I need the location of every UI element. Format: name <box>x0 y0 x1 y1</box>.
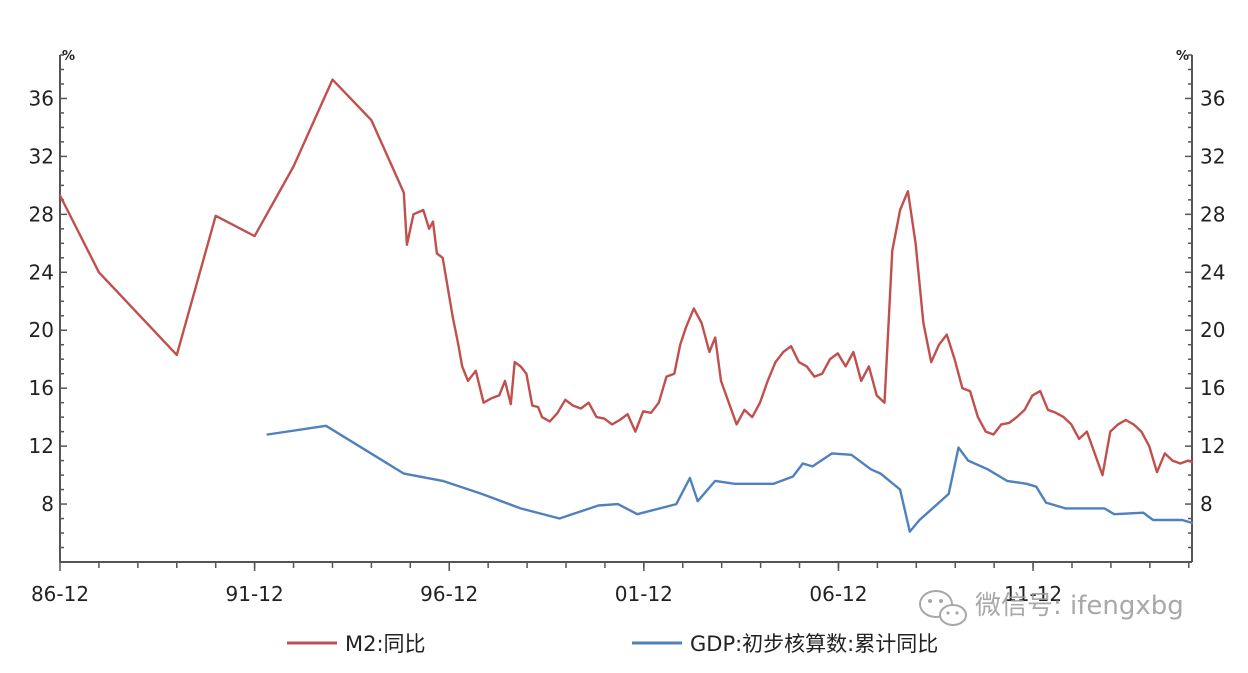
x-tick-label: 11-12 <box>1004 582 1062 606</box>
x-tick-label: 86-12 <box>31 582 89 606</box>
left-y-tick-label: 28 <box>29 202 54 226</box>
left-y-unit-label: % <box>62 49 75 64</box>
right-y-unit-label: % <box>1176 49 1189 64</box>
x-tick-label: 01-12 <box>615 582 673 606</box>
left-y-tick-label: 8 <box>41 492 54 516</box>
right-y-tick-label: 24 <box>1200 260 1225 284</box>
x-tick-label: 96-12 <box>420 582 478 606</box>
series-line-m2 <box>58 78 1194 477</box>
x-tick-label: 06-12 <box>809 582 867 606</box>
series-layer <box>58 78 1194 533</box>
right-y-tick-label: 12 <box>1200 434 1225 458</box>
right-y-tick-label: 36 <box>1200 86 1225 110</box>
watermark-text: 微信号: ifengxbg <box>975 591 1184 621</box>
wechat-icon <box>919 590 967 626</box>
legend-label-gdp: GDP:初步核算数:累计同比 <box>690 632 938 656</box>
right-y-tick-label: 32 <box>1200 144 1225 168</box>
series-line-gdp <box>266 424 1194 533</box>
legend-label-m2: M2:同比 <box>345 632 426 656</box>
legend: M2:同比 GDP:初步核算数:累计同比 <box>287 632 938 656</box>
right-y-tick-label: 28 <box>1200 202 1225 226</box>
right-y-tick-label: 8 <box>1200 492 1213 516</box>
left-y-tick-label: 16 <box>29 376 54 400</box>
left-y-tick-label: 20 <box>29 318 54 342</box>
left-y-tick-label: 12 <box>29 434 54 458</box>
x-tick-label: 91-12 <box>226 582 284 606</box>
left-y-tick-label: 32 <box>29 144 54 168</box>
left-y-tick-label: 36 <box>29 86 54 110</box>
left-y-tick-label: 24 <box>29 260 54 284</box>
right-y-tick-label: 16 <box>1200 376 1225 400</box>
axis-ticks: 8 8 12 12 16 16 20 20 24 24 28 28 32 32 36 36 86-12 91-12… <box>29 54 1225 606</box>
watermark: 微信号: ifengxbg <box>919 590 1184 626</box>
right-y-tick-label: 20 <box>1200 318 1225 342</box>
